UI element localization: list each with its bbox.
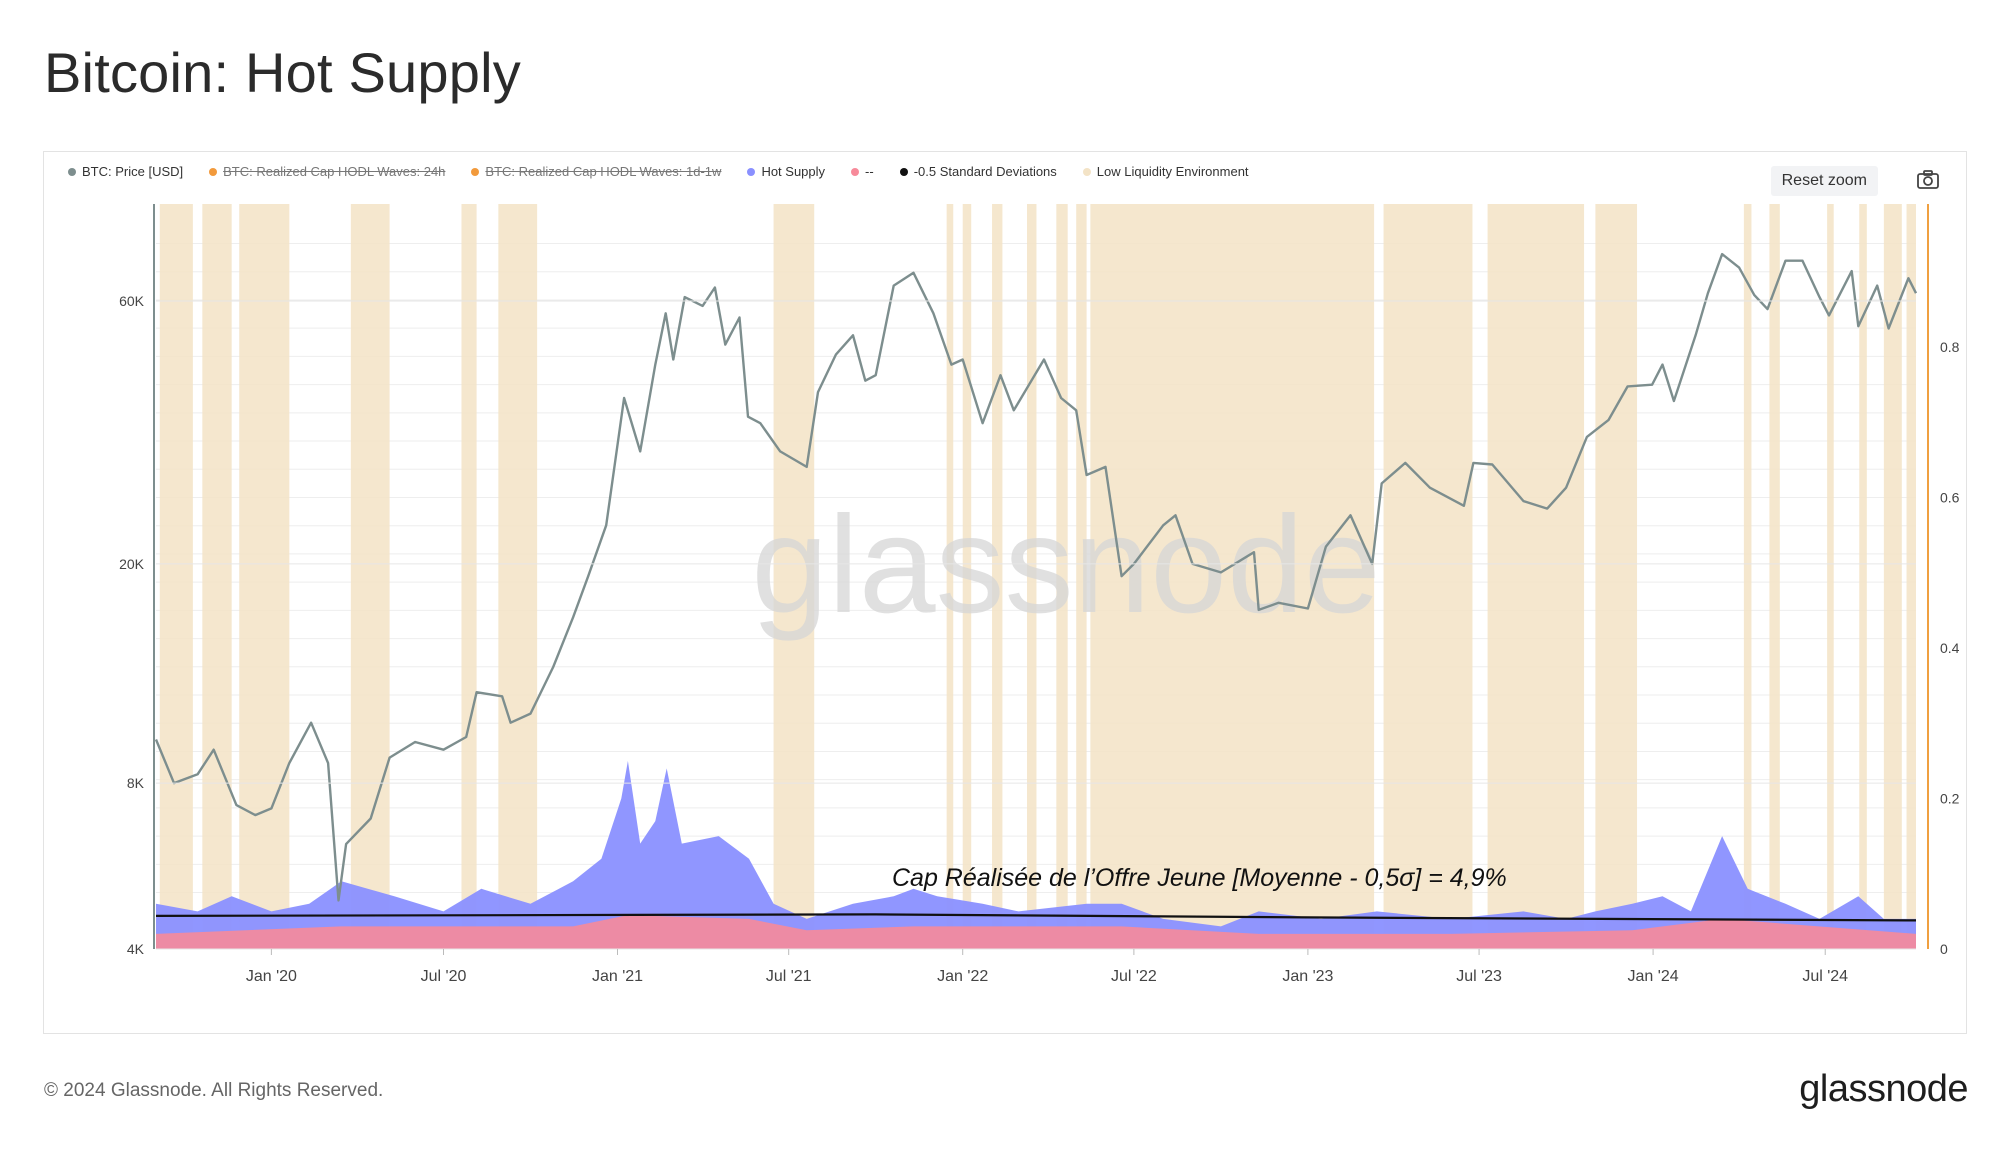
std-dev-threshold-line (155, 913, 1917, 922)
low-liquidity-band (1076, 204, 1087, 949)
x-tick-label: Jul '23 (1456, 968, 1502, 985)
legend-item[interactable]: BTC: Realized Cap HODL Waves: 1d-1w (471, 164, 721, 179)
legend-label: BTC: Realized Cap HODL Waves: 1d-1w (485, 164, 722, 179)
threshold-annotation: Cap Réalisée de l’Offre Jeune [Moyenne -… (892, 864, 1507, 892)
low-liquidity-bands (159, 204, 1916, 949)
x-tick-label: Jan '23 (1282, 968, 1333, 985)
x-tick-label: Jul '22 (1111, 968, 1157, 985)
copyright-text: © 2024 Glassnode. All Rights Reserved. (44, 1080, 384, 1101)
low-liquidity-band (1595, 204, 1638, 949)
low-liquidity-band (1487, 204, 1585, 949)
low-liquidity-band (1383, 204, 1473, 949)
x-tick-label: Jul '20 (421, 968, 467, 985)
y-left-tick-label: 20K (119, 556, 145, 572)
legend-label: -0.5 Standard Deviations (913, 164, 1057, 179)
legend-label: Low Liquidity Environment (1096, 164, 1249, 179)
low-liquidity-band (992, 204, 1003, 949)
low-liquidity-band (239, 204, 290, 949)
legend-item[interactable]: -0.5 Standard Deviations (899, 164, 1057, 179)
y-left-tick-label: 4K (127, 941, 145, 957)
low-liquidity-band (159, 204, 193, 949)
low-liquidity-band (498, 204, 538, 949)
low-liquidity-band (1056, 204, 1068, 949)
x-tick-label: Jul '24 (1802, 968, 1848, 985)
x-tick-label: Jan '22 (937, 968, 988, 985)
hot-supply-area (156, 760, 1916, 949)
y-right-tick-label: 0.8 (1940, 339, 1960, 355)
y-left-tick-label: 60K (119, 293, 145, 309)
legend-item[interactable]: Low Liquidity Environment (1082, 164, 1249, 179)
chart-legend: BTC: Price [USD] BTC: Realized Cap HODL W… (68, 164, 1275, 179)
legend-item[interactable]: BTC: Price [USD] (68, 164, 183, 179)
camera-icon[interactable] (1912, 166, 1944, 194)
legend-marker-icon (471, 167, 480, 176)
glassnode-logo: glassnode (1799, 1068, 1968, 1110)
legend-marker-icon (851, 167, 860, 176)
watermark-text: glassnode (751, 488, 1380, 642)
y-right-tick-label: 0 (1940, 941, 1948, 957)
low-liquidity-band (946, 204, 954, 949)
legend-label: BTC: Realized Cap HODL Waves: 24h (223, 164, 446, 179)
y-right-tick-label: 0.2 (1940, 790, 1960, 806)
low-liquidity-band (350, 204, 390, 949)
x-tick-label: Jan '20 (246, 968, 297, 985)
x-tick-label: Jan '21 (592, 968, 643, 985)
legend-item[interactable]: BTC: Realized Cap HODL Waves: 24h (209, 164, 445, 179)
legend-marker-icon (209, 167, 218, 176)
dashes-series-area (156, 915, 1916, 949)
x-tick-label: Jan '24 (1628, 968, 1679, 985)
page-title: Bitcoin: Hot Supply (44, 41, 521, 104)
low-liquidity-band (461, 204, 477, 949)
chart-card: BTC: Price [USD] BTC: Realized Cap HODL W… (43, 151, 1967, 1034)
low-liquidity-band (962, 204, 972, 949)
legend-item[interactable]: -- (851, 164, 874, 179)
legend-label: BTC: Price [USD] (82, 164, 184, 179)
legend-item[interactable]: Hot Supply (747, 164, 825, 179)
legend-marker-icon (747, 167, 756, 176)
reset-zoom-button[interactable]: Reset zoom (1770, 166, 1878, 196)
legend-marker-icon (1082, 167, 1091, 176)
y-left-tick-label: 8K (127, 775, 145, 791)
legend-label: -- (865, 164, 874, 179)
legend-marker-icon (68, 167, 76, 176)
chart-plot: glassnode 4K 8K 20K 60K 0 0.2 0.4 0.6 0.8 Jan '20 J… (119, 204, 1960, 985)
low-liquidity-band (1769, 204, 1780, 949)
low-liquidity-band (1859, 204, 1867, 949)
low-liquidity-band (1906, 204, 1916, 949)
y-right-tick-label: 0.4 (1940, 640, 1960, 656)
btc-price-line (154, 252, 1918, 902)
low-liquidity-band (1090, 204, 1375, 949)
low-liquidity-band (773, 204, 815, 949)
y-right-tick-label: 0.6 (1940, 489, 1960, 505)
legend-label: Hot Supply (761, 164, 826, 179)
legend-marker-icon (899, 167, 908, 176)
low-liquidity-band (1027, 204, 1037, 949)
low-liquidity-band (1743, 204, 1752, 949)
low-liquidity-band (202, 204, 232, 949)
low-liquidity-band (1827, 204, 1834, 949)
low-liquidity-band (1883, 204, 1902, 949)
x-tick-label: Jul '21 (766, 968, 812, 985)
